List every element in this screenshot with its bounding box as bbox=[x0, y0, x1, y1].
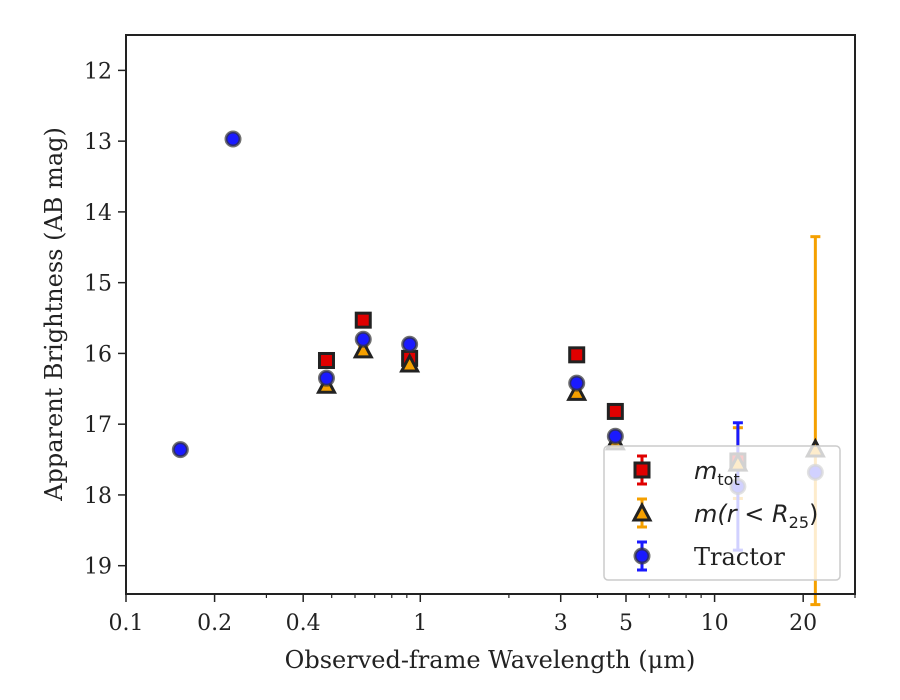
x-axis-ticks: 0.1 0.2 0.4 1 3 5 10 20 bbox=[109, 594, 856, 636]
legend-label-main: m(r < R bbox=[694, 500, 789, 528]
x-tick-label: 3 bbox=[554, 611, 568, 636]
tractor-marker bbox=[224, 130, 242, 148]
x-axis-label: Observed-frame Wavelength (μm) bbox=[285, 646, 696, 674]
tractor-marker bbox=[317, 369, 335, 387]
mtot-marker bbox=[568, 346, 586, 364]
x-tick-label: 0.1 bbox=[109, 611, 144, 636]
y-tick-label: 18 bbox=[84, 484, 112, 509]
mtot-marker bbox=[354, 311, 372, 329]
legend-tractor-label: Tractor bbox=[694, 543, 785, 571]
y-axis-ticks: 12 13 14 15 16 17 18 19 bbox=[84, 59, 126, 580]
x-tick-label: 10 bbox=[701, 611, 729, 636]
legend-box bbox=[603, 445, 841, 581]
legend-tractor-marker bbox=[633, 547, 651, 565]
legend-mr25-marker bbox=[631, 501, 653, 522]
mtot-marker bbox=[317, 351, 335, 369]
x-tick-label: 1 bbox=[413, 611, 427, 636]
y-tick-label: 13 bbox=[84, 130, 112, 155]
mtot-marker bbox=[606, 402, 624, 420]
legend-label-main: m bbox=[694, 457, 717, 485]
mr25-marker bbox=[399, 352, 421, 373]
y-tick-label: 14 bbox=[84, 201, 112, 226]
legend-label-sub: tot bbox=[717, 470, 739, 489]
y-tick-label: 16 bbox=[84, 342, 112, 367]
y-tick-label: 15 bbox=[84, 272, 112, 297]
legend-mr25-label: m(r < R25) bbox=[694, 500, 818, 532]
y-tick-label: 19 bbox=[84, 555, 112, 580]
legend-mtot-marker bbox=[633, 461, 651, 479]
x-tick-label: 0.4 bbox=[286, 611, 321, 636]
tractor-marker bbox=[354, 330, 372, 348]
y-axis-label: Apparent Brightness (AB mag) bbox=[40, 127, 68, 502]
tractor-marker bbox=[606, 427, 624, 445]
legend-label-sub: 25 bbox=[789, 513, 809, 532]
legend-mtot-label: mtot bbox=[694, 457, 740, 489]
x-tick-label: 5 bbox=[619, 611, 633, 636]
x-tick-label: 20 bbox=[789, 611, 817, 636]
legend-label-close: ) bbox=[809, 500, 818, 528]
x-tick-label: 0.2 bbox=[197, 611, 232, 636]
mr25-marker bbox=[352, 338, 374, 359]
y-tick-label: 17 bbox=[84, 413, 112, 438]
tractor-marker bbox=[171, 441, 189, 459]
tractor-marker bbox=[568, 374, 586, 392]
mr25-marker bbox=[566, 381, 588, 401]
tractor-marker bbox=[401, 335, 419, 353]
plot-frame bbox=[125, 34, 856, 595]
y-tick-label: 12 bbox=[84, 59, 112, 84]
legend: mtot m(r < R25) Tractor bbox=[603, 445, 841, 581]
